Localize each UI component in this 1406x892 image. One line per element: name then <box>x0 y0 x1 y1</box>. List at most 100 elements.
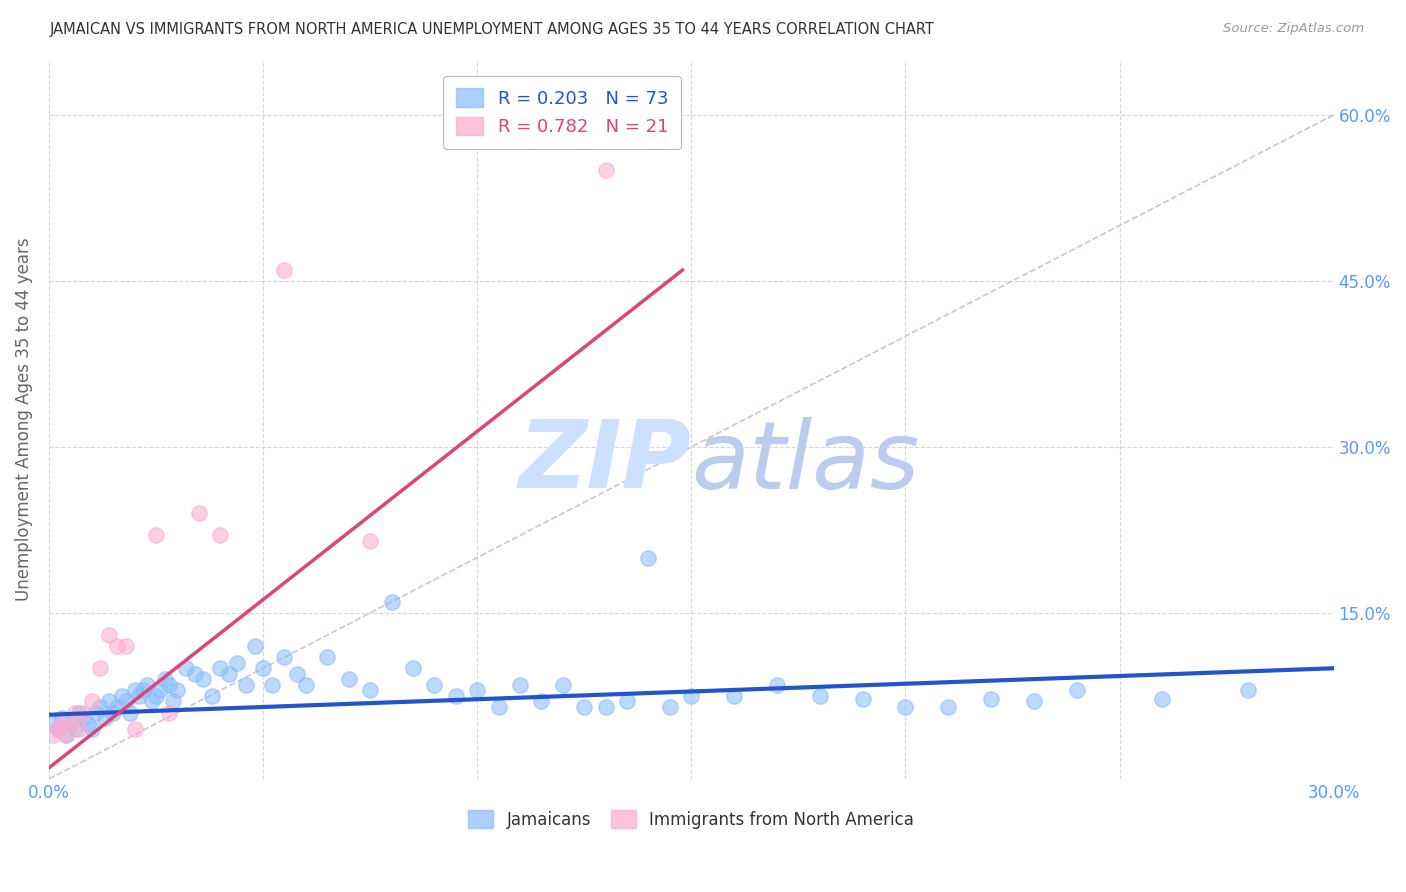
Point <box>337 673 360 687</box>
Point <box>243 639 266 653</box>
Point <box>209 661 232 675</box>
Point <box>89 661 111 675</box>
Point <box>936 700 959 714</box>
Text: JAMAICAN VS IMMIGRANTS FROM NORTH AMERICA UNEMPLOYMENT AMONG AGES 35 TO 44 YEARS: JAMAICAN VS IMMIGRANTS FROM NORTH AMERIC… <box>49 22 934 37</box>
Point <box>766 678 789 692</box>
Point <box>209 528 232 542</box>
Point <box>595 163 617 178</box>
Point <box>107 700 129 714</box>
Point <box>80 694 103 708</box>
Point <box>67 722 90 736</box>
Point <box>359 683 381 698</box>
Point <box>145 528 167 542</box>
Point <box>80 722 103 736</box>
Point <box>128 689 150 703</box>
Point <box>201 689 224 703</box>
Text: atlas: atlas <box>692 417 920 508</box>
Point <box>509 678 531 692</box>
Point <box>808 689 831 703</box>
Point <box>723 689 745 703</box>
Point <box>1152 692 1174 706</box>
Point <box>111 689 134 703</box>
Point <box>72 711 94 725</box>
Point <box>89 700 111 714</box>
Point <box>115 639 138 653</box>
Point <box>72 706 94 720</box>
Point <box>55 728 77 742</box>
Point <box>136 678 159 692</box>
Point <box>187 506 209 520</box>
Point <box>115 694 138 708</box>
Point <box>157 706 180 720</box>
Point <box>132 683 155 698</box>
Point <box>380 595 402 609</box>
Point <box>51 711 73 725</box>
Point <box>551 678 574 692</box>
Point <box>145 689 167 703</box>
Point <box>316 650 339 665</box>
Point <box>226 656 249 670</box>
Point <box>488 700 510 714</box>
Point <box>616 694 638 708</box>
Point <box>149 683 172 698</box>
Point <box>162 694 184 708</box>
Point <box>252 661 274 675</box>
Point <box>894 700 917 714</box>
Text: Source: ZipAtlas.com: Source: ZipAtlas.com <box>1223 22 1364 36</box>
Y-axis label: Unemployment Among Ages 35 to 44 years: Unemployment Among Ages 35 to 44 years <box>15 237 32 601</box>
Point <box>63 722 86 736</box>
Point <box>63 706 86 720</box>
Point <box>1066 683 1088 698</box>
Point <box>59 716 82 731</box>
Point <box>59 716 82 731</box>
Point <box>980 692 1002 706</box>
Point <box>157 678 180 692</box>
Point <box>84 706 107 720</box>
Point <box>273 263 295 277</box>
Point <box>359 533 381 548</box>
Point <box>530 694 553 708</box>
Point <box>97 628 120 642</box>
Point <box>141 694 163 708</box>
Point <box>166 683 188 698</box>
Point <box>67 706 90 720</box>
Point <box>93 711 115 725</box>
Point <box>423 678 446 692</box>
Point <box>42 716 65 731</box>
Point <box>42 728 65 742</box>
Point <box>218 666 240 681</box>
Point <box>1022 694 1045 708</box>
Point <box>46 722 69 736</box>
Point <box>637 550 659 565</box>
Point <box>55 728 77 742</box>
Point <box>107 639 129 653</box>
Legend: Jamaicans, Immigrants from North America: Jamaicans, Immigrants from North America <box>461 804 921 835</box>
Point <box>183 666 205 681</box>
Point <box>174 661 197 675</box>
Point <box>260 678 283 692</box>
Point <box>153 673 176 687</box>
Point <box>124 683 146 698</box>
Point <box>444 689 467 703</box>
Point <box>46 722 69 736</box>
Point <box>465 683 488 698</box>
Point <box>595 700 617 714</box>
Point <box>681 689 703 703</box>
Point <box>97 694 120 708</box>
Point <box>852 692 875 706</box>
Point <box>51 716 73 731</box>
Point <box>273 650 295 665</box>
Point <box>103 706 125 720</box>
Point <box>574 700 596 714</box>
Text: ZIP: ZIP <box>519 417 692 508</box>
Point <box>120 706 142 720</box>
Point <box>76 716 98 731</box>
Point <box>1237 683 1260 698</box>
Point <box>402 661 425 675</box>
Point <box>285 666 308 681</box>
Point <box>235 678 257 692</box>
Point <box>658 700 681 714</box>
Point <box>124 722 146 736</box>
Point <box>295 678 318 692</box>
Point <box>191 673 214 687</box>
